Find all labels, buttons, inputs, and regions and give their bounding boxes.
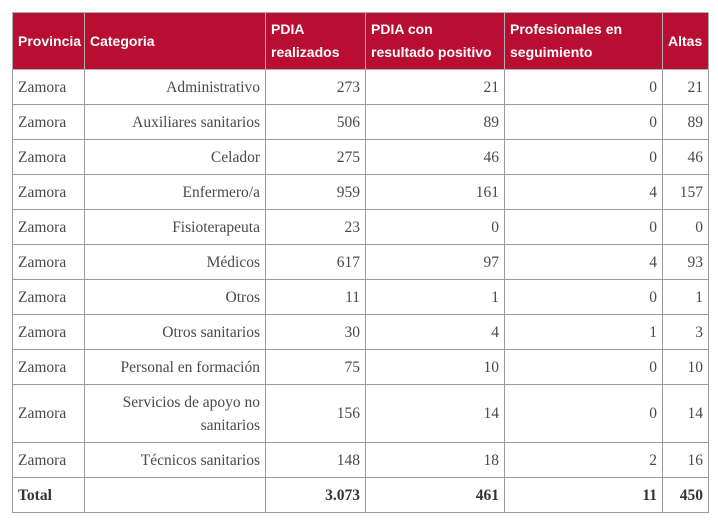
- cell-pdia-realizados: 148: [265, 442, 366, 478]
- cell-profesionales-seguimiento: 0: [504, 69, 663, 105]
- cell-altas: 21: [662, 69, 709, 105]
- table-row: Zamora Médicos 617 97 4 93: [12, 244, 709, 280]
- header-altas: Altas: [662, 12, 709, 70]
- header-row: Provincia Categoria PDIA realizados PDIA co…: [12, 12, 709, 70]
- cell-profesionales-seguimiento: 1: [504, 314, 663, 350]
- cell-pdia-realizados: 506: [265, 104, 366, 140]
- table-row: Zamora Personal en formación 75 10 0 10: [12, 349, 709, 385]
- cell-pdia-positivo: 14: [365, 384, 505, 443]
- total-categoria: [84, 477, 266, 513]
- cell-pdia-positivo: 0: [365, 209, 505, 245]
- cell-altas: 0: [662, 209, 709, 245]
- total-pdia-realizados: 3.073: [265, 477, 366, 513]
- cell-pdia-positivo: 161: [365, 174, 505, 210]
- table-row: Zamora Servicios de apoyo no sanitarios 15…: [12, 384, 709, 443]
- cell-altas: 93: [662, 244, 709, 280]
- cell-provincia: Zamora: [12, 349, 85, 385]
- cell-provincia: Zamora: [12, 244, 85, 280]
- total-profesionales-seguimiento: 11: [504, 477, 663, 513]
- cell-categoria: Enfermero/a: [84, 174, 266, 210]
- cell-profesionales-seguimiento: 0: [504, 139, 663, 175]
- table-row: Zamora Administrativo 273 21 0 21: [12, 69, 709, 105]
- cell-categoria: Fisioterapeuta: [84, 209, 266, 245]
- table-row: Zamora Fisioterapeuta 23 0 0 0: [12, 209, 709, 245]
- cell-profesionales-seguimiento: 0: [504, 384, 663, 443]
- cell-altas: 10: [662, 349, 709, 385]
- header-pdia-realizados: PDIA realizados: [265, 12, 366, 70]
- cell-provincia: Zamora: [12, 209, 85, 245]
- cell-pdia-realizados: 11: [265, 279, 366, 315]
- cell-altas: 16: [662, 442, 709, 478]
- cell-pdia-positivo: 46: [365, 139, 505, 175]
- cell-pdia-positivo: 89: [365, 104, 505, 140]
- header-pdia-positivo: PDIA con resultado positivo: [365, 12, 505, 70]
- cell-altas: 89: [662, 104, 709, 140]
- cell-pdia-positivo: 4: [365, 314, 505, 350]
- cell-categoria: Otros: [84, 279, 266, 315]
- header-categoria: Categoria: [84, 12, 266, 70]
- cell-altas: 3: [662, 314, 709, 350]
- cell-provincia: Zamora: [12, 314, 85, 350]
- cell-categoria: Otros sanitarios: [84, 314, 266, 350]
- cell-profesionales-seguimiento: 0: [504, 104, 663, 140]
- cell-altas: 46: [662, 139, 709, 175]
- cell-categoria: Administrativo: [84, 69, 266, 105]
- cell-profesionales-seguimiento: 0: [504, 279, 663, 315]
- table-row: Zamora Técnicos sanitarios 148 18 2 16: [12, 442, 709, 478]
- cell-pdia-positivo: 97: [365, 244, 505, 280]
- cell-categoria: Servicios de apoyo no sanitarios: [84, 384, 266, 443]
- cell-pdia-realizados: 273: [265, 69, 366, 105]
- cell-altas: 157: [662, 174, 709, 210]
- cell-profesionales-seguimiento: 0: [504, 209, 663, 245]
- cell-pdia-realizados: 156: [265, 384, 366, 443]
- cell-pdia-realizados: 617: [265, 244, 366, 280]
- cell-categoria: Auxiliares sanitarios: [84, 104, 266, 140]
- total-altas: 450: [662, 477, 709, 513]
- header-profesionales-seguimiento: Profesionales en seguimiento: [504, 12, 663, 70]
- cell-profesionales-seguimiento: 4: [504, 244, 663, 280]
- cell-categoria: Técnicos sanitarios: [84, 442, 266, 478]
- cell-pdia-positivo: 18: [365, 442, 505, 478]
- table-row: Zamora Otros sanitarios 30 4 1 3: [12, 314, 709, 350]
- cell-categoria: Médicos: [84, 244, 266, 280]
- cell-pdia-positivo: 1: [365, 279, 505, 315]
- table-row: Zamora Celador 275 46 0 46: [12, 139, 709, 175]
- cell-categoria: Personal en formación: [84, 349, 266, 385]
- cell-provincia: Zamora: [12, 279, 85, 315]
- cell-pdia-realizados: 75: [265, 349, 366, 385]
- total-pdia-positivo: 461: [365, 477, 505, 513]
- cell-pdia-positivo: 10: [365, 349, 505, 385]
- total-row: Total 3.073 461 11 450: [12, 477, 709, 513]
- cell-altas: 14: [662, 384, 709, 443]
- cell-provincia: Zamora: [12, 384, 85, 443]
- cell-pdia-realizados: 30: [265, 314, 366, 350]
- cell-pdia-positivo: 21: [365, 69, 505, 105]
- cell-provincia: Zamora: [12, 139, 85, 175]
- cell-profesionales-seguimiento: 0: [504, 349, 663, 385]
- cell-profesionales-seguimiento: 2: [504, 442, 663, 478]
- cell-provincia: Zamora: [12, 104, 85, 140]
- table-row: Zamora Auxiliares sanitarios 506 89 0 89: [12, 104, 709, 140]
- cell-altas: 1: [662, 279, 709, 315]
- cell-profesionales-seguimiento: 4: [504, 174, 663, 210]
- header-provincia: Provincia: [12, 12, 85, 70]
- cell-categoria: Celador: [84, 139, 266, 175]
- table-row: Zamora Otros 11 1 0 1: [12, 279, 709, 315]
- cell-provincia: Zamora: [12, 69, 85, 105]
- data-table: Provincia Categoria PDIA realizados PDIA co…: [12, 12, 709, 513]
- cell-pdia-realizados: 959: [265, 174, 366, 210]
- cell-provincia: Zamora: [12, 442, 85, 478]
- table-row: Zamora Enfermero/a 959 161 4 157: [12, 174, 709, 210]
- cell-pdia-realizados: 275: [265, 139, 366, 175]
- cell-provincia: Zamora: [12, 174, 85, 210]
- cell-pdia-realizados: 23: [265, 209, 366, 245]
- total-provincia: Total: [12, 477, 85, 513]
